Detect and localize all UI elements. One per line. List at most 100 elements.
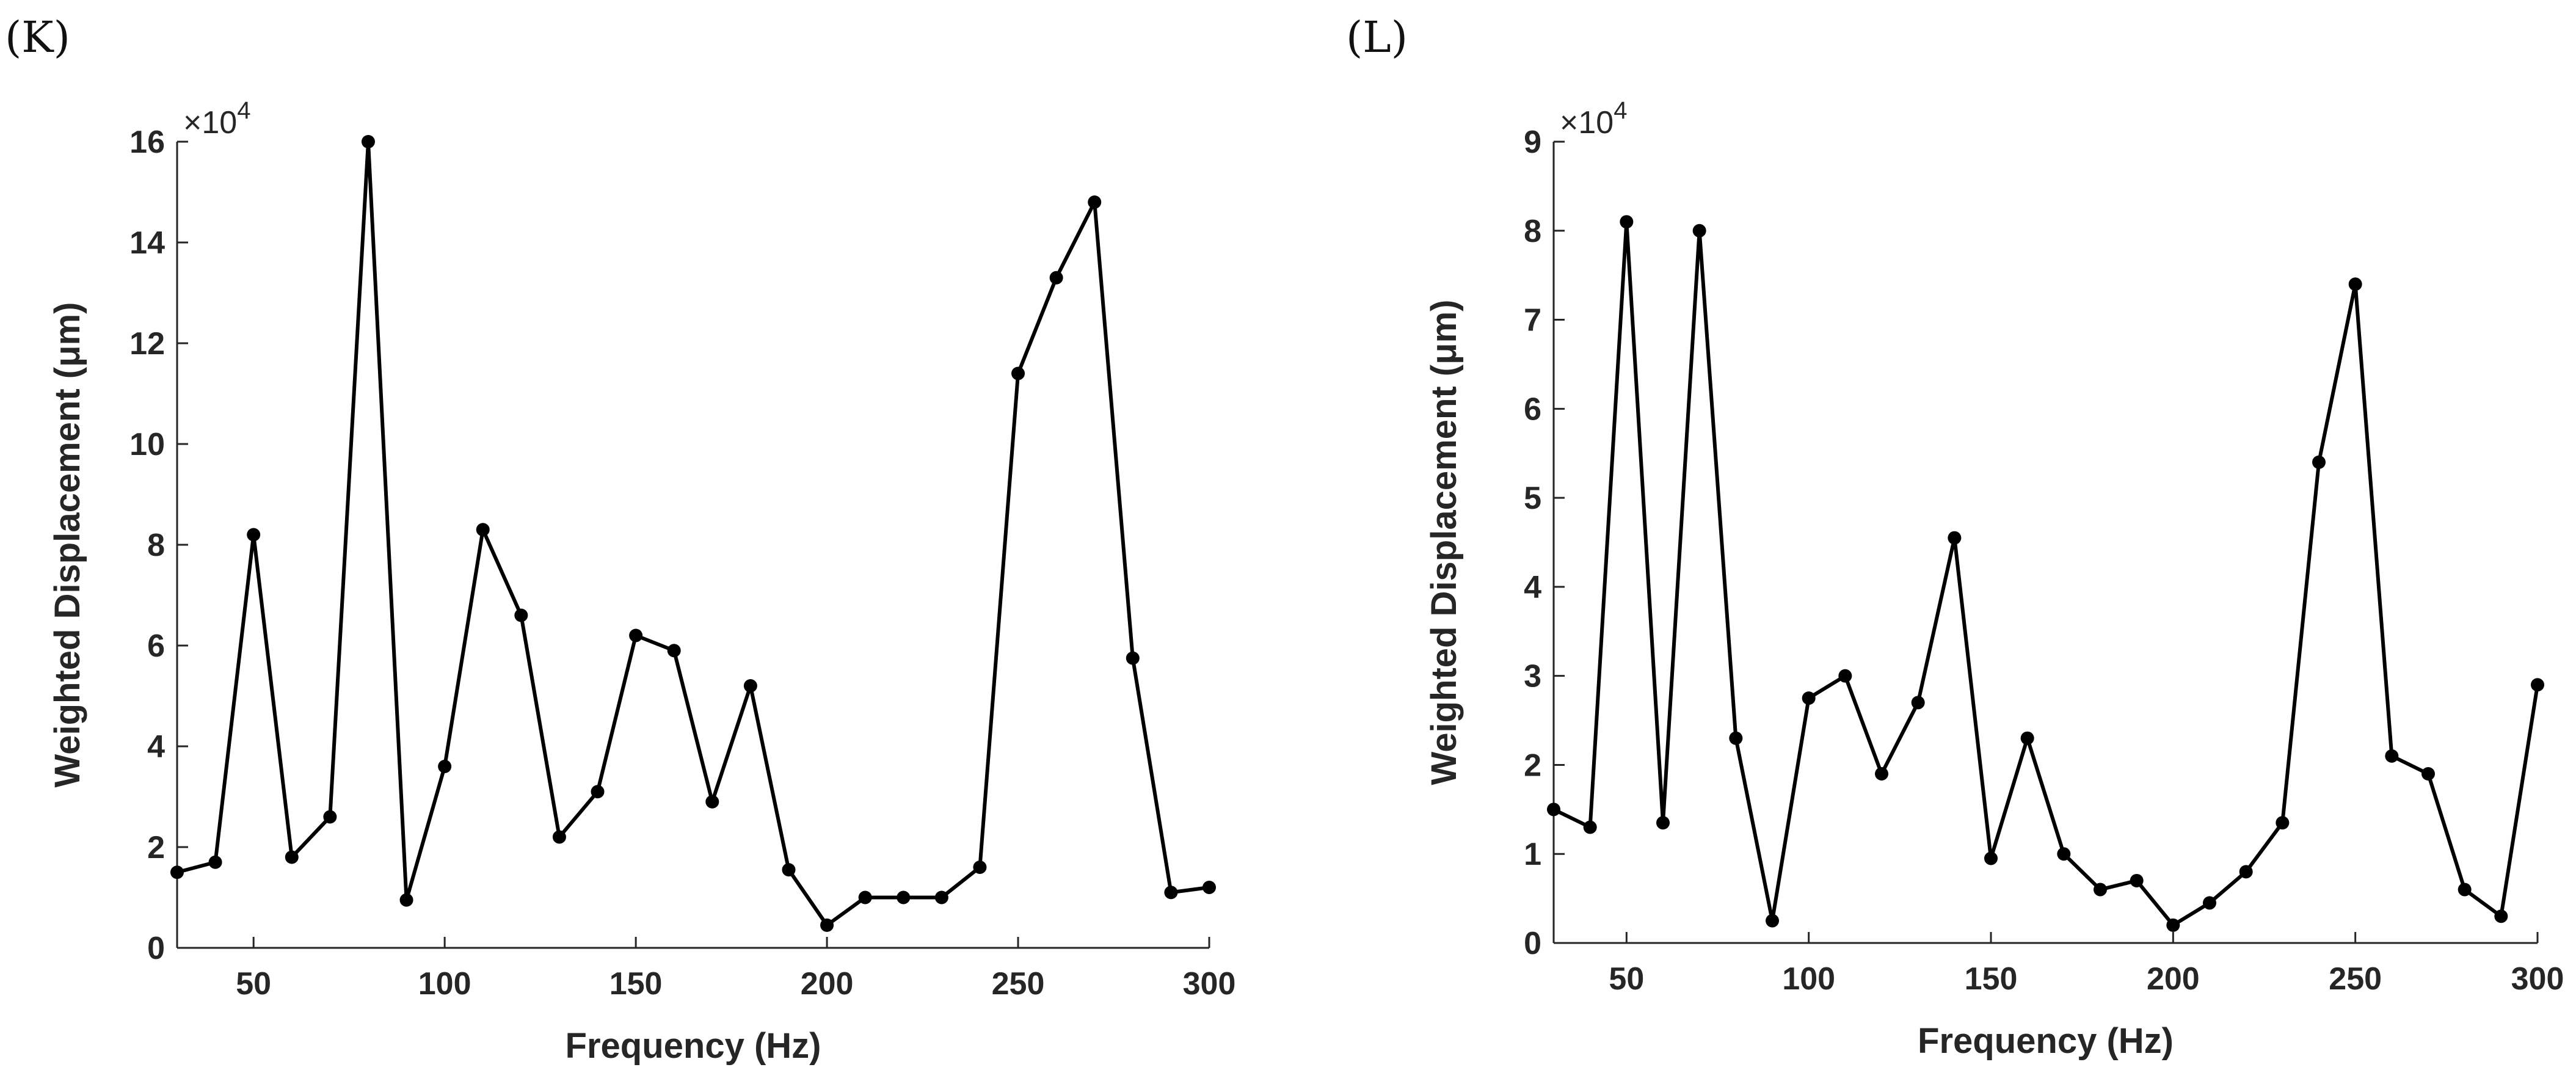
y-tick-label: 8 [147,528,165,563]
data-point [743,679,757,693]
y-tick-label: 16 [129,125,165,160]
data-point [476,523,490,537]
data-point [1583,820,1597,834]
data-point [552,830,566,844]
data-point [2421,767,2435,781]
data-point [399,893,413,907]
chart-panel-k: (K) 0 2 4 6 8 10 12 14 16 50 100 150 200 250 300 ×104 Fr… [5,12,1236,1066]
data-point [285,850,299,864]
data-point [2166,918,2180,932]
data-point [1088,195,1102,209]
y-tick-label: 4 [1524,570,1541,605]
data-point [1656,816,1670,830]
x-tick-label: 250 [992,966,1045,1002]
y-tick-label: 6 [1524,391,1541,427]
data-point [1202,881,1216,894]
x-tick-label: 50 [236,966,271,1002]
x-tick-label: 300 [1183,966,1236,1002]
y-multiplier-exponent: 4 [1614,97,1627,124]
data-point [1875,767,1888,781]
data-point [1766,914,1779,928]
y-tick-label: 4 [147,729,165,765]
data-point [1049,271,1063,285]
data-point [897,890,911,904]
data-point [934,890,948,904]
x-axis-title: Frequency (Hz) [1918,1021,2174,1061]
data-point [1948,531,1962,545]
data-point [1729,731,1743,745]
y-tick-label: 2 [1524,748,1541,783]
series-line [1552,220,2539,927]
x-tick-label: 150 [609,966,663,1002]
y-tick-label: 7 [1524,303,1541,338]
data-point [1692,224,1706,238]
data-point [2239,865,2253,879]
data-point [2130,873,2144,887]
x-tick-label: 200 [2147,961,2200,997]
y-tick-label: 1 [1524,837,1541,872]
data-point [2020,731,2034,745]
data-point [2203,896,2216,910]
y-axis-title: Weighted Displacement (μm) [1424,300,1464,785]
y-multiplier-base: ×10 [1560,105,1614,140]
data-point [247,528,261,542]
data-point [438,760,452,773]
data-point [667,644,681,658]
data-point [170,865,184,879]
x-tick-label: 100 [418,966,471,1002]
data-point [973,861,987,874]
y-tick-label: 2 [147,830,165,865]
data-point [1838,669,1852,683]
series-line [176,140,1210,927]
x-tick-label: 200 [801,966,854,1002]
x-tick-label: 250 [2329,961,2382,997]
y-axis-title: Weighted Displacement (μm) [48,302,87,788]
x-axis-title: Frequency (Hz) [566,1026,821,1066]
data-point [2348,277,2362,291]
data-point [820,918,834,932]
y-multiplier-label: ×104 [183,97,250,140]
y-multiplier-label: ×104 [1560,97,1627,140]
data-point [1911,696,1925,710]
y-multiplier-base: ×10 [183,105,237,140]
data-point [2494,909,2508,923]
data-point [2312,455,2326,469]
y-tick-label: 0 [1524,926,1541,961]
data-point [1126,651,1140,665]
y-tick-label: 3 [1524,659,1541,694]
y-tick-label: 5 [1524,481,1541,516]
data-point [2094,883,2107,897]
y-tick-label: 0 [147,931,165,966]
y-tick-label: 9 [1524,125,1541,160]
chart-panel-l: (L) 0 1 2 3 4 5 6 7 8 9 50 100 150 200 250 300 ×104 Frequ… [1288,0,2576,1081]
panel-label: (L) [1346,12,1408,62]
y-tick-label: 12 [129,326,165,362]
data-point [2458,883,2472,897]
data-point [782,863,796,877]
data-point [2531,678,2544,692]
data-point [514,608,528,622]
panel-label: (K) [5,12,70,62]
data-point [2276,816,2290,830]
x-tick-label: 50 [1609,961,1644,997]
data-point [323,810,337,824]
data-point [361,135,375,148]
x-tick-label: 100 [1782,961,1835,997]
data-point [591,785,605,799]
data-point [1620,215,1634,229]
y-multiplier-exponent: 4 [237,97,250,124]
data-point [1011,366,1025,380]
data-point [1547,803,1560,817]
data-point [858,890,872,904]
y-tick-label: 14 [129,225,165,261]
x-tick-label: 300 [2511,961,2564,997]
x-tick-label: 150 [1965,961,2018,997]
y-tick-label: 6 [147,628,165,664]
y-tick-label: 8 [1524,214,1541,249]
data-point [2385,749,2399,763]
data-point [1984,851,1998,865]
data-point [705,795,719,809]
data-point [1802,691,1816,705]
